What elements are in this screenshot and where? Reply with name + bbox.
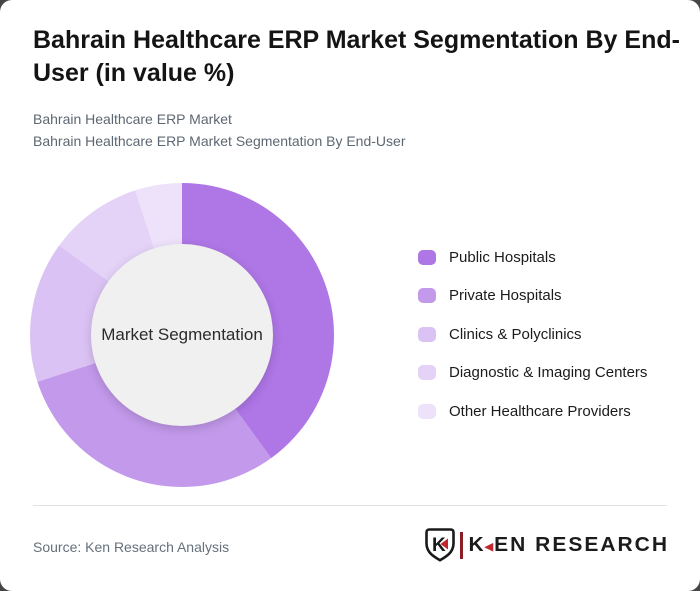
- source-note: Source: Ken Research Analysis: [33, 539, 230, 555]
- chart-legend: Public Hospitals Private Hospitals Clini…: [418, 238, 647, 431]
- ken-research-logo: K K ◀ EN RESEARCH: [424, 527, 670, 563]
- footer-divider: [33, 505, 667, 506]
- subtitle-block: Bahrain Healthcare ERP Market Bahrain He…: [33, 108, 405, 152]
- shield-letter: K: [432, 535, 446, 556]
- donut-hole: Market Segmentation: [91, 244, 273, 426]
- legend-label: Diagnostic & Imaging Centers: [449, 364, 648, 382]
- subtitle-line-2: Bahrain Healthcare ERP Market Segmentati…: [33, 133, 406, 149]
- legend-item: Other Healthcare Providers: [418, 392, 647, 431]
- legend-swatch: [418, 365, 436, 381]
- legend-swatch: [418, 403, 436, 419]
- legend-item: Clinics & Polyclinics: [418, 315, 647, 354]
- legend-label: Clinics & Polyclinics: [449, 325, 582, 343]
- shield-red-triangle-icon: [440, 538, 448, 550]
- legend-item: Public Hospitals: [418, 238, 647, 277]
- logo-divider-bar: [459, 531, 463, 559]
- subtitle-line-1: Bahrain Healthcare ERP Market: [33, 111, 232, 127]
- legend-swatch: [418, 249, 436, 265]
- legend-label: Other Healthcare Providers: [449, 402, 631, 420]
- shield-k-icon: K: [424, 528, 455, 562]
- wordmark-rest: EN RESEARCH: [494, 533, 669, 556]
- page-title: Bahrain Healthcare ERP Market Segmentati…: [33, 26, 680, 87]
- wordmark-red-triangle-icon: ◀: [484, 540, 494, 553]
- legend-swatch: [418, 326, 436, 342]
- legend-label: Public Hospitals: [449, 248, 556, 266]
- donut-chart: Market Segmentation: [30, 183, 334, 487]
- logo-wordmark: K ◀ EN RESEARCH: [469, 533, 670, 556]
- wordmark-k: K: [468, 533, 486, 556]
- legend-item: Diagnostic & Imaging Centers: [418, 354, 647, 393]
- legend-item: Private Hospitals: [418, 277, 647, 316]
- donut-center-label: Market Segmentation: [101, 325, 263, 344]
- legend-label: Private Hospitals: [449, 287, 562, 305]
- legend-swatch: [418, 288, 436, 304]
